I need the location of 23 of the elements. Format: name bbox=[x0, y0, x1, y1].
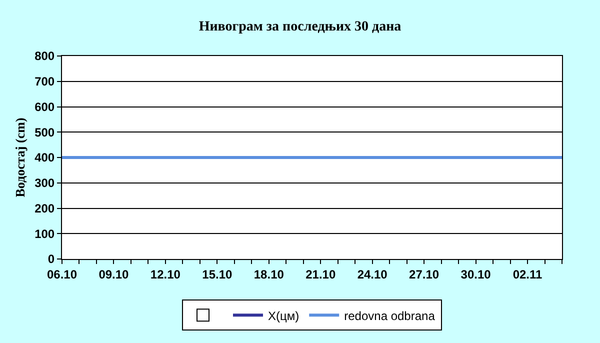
y-tick-label: 0 bbox=[48, 252, 55, 266]
x-tick-label: 02.11 bbox=[512, 267, 543, 282]
y-tick-label: 600 bbox=[34, 100, 55, 114]
legend-label: redovna odbrana bbox=[344, 308, 436, 323]
y-tick-label: 700 bbox=[34, 74, 55, 89]
y-tick-label: 800 bbox=[34, 49, 55, 64]
x-tick-label: 18.10 bbox=[254, 267, 284, 282]
y-axis-title: Водостај (cm) bbox=[12, 118, 28, 198]
legend-label: X(цм) bbox=[268, 308, 300, 323]
x-tick-label: 30.10 bbox=[460, 267, 492, 282]
x-tick-label: 15.10 bbox=[202, 267, 233, 282]
y-tick-label: 100 bbox=[34, 226, 55, 241]
y-tick-label: 500 bbox=[34, 125, 55, 140]
y-tick-label: 400 bbox=[34, 150, 55, 165]
y-tick-label: 300 bbox=[34, 176, 55, 190]
y-tick-label: 200 bbox=[34, 201, 55, 216]
x-tick-label: 24.10 bbox=[357, 267, 388, 282]
x-tick-label: 21.10 bbox=[306, 267, 336, 282]
x-tick-label: 06.10 bbox=[46, 267, 78, 282]
x-tick-label: 12.10 bbox=[150, 267, 181, 282]
x-tick-label: 27.10 bbox=[409, 267, 440, 282]
chart-title: Нивограм за последњих 30 дана bbox=[198, 19, 402, 34]
x-tick-label: 09.10 bbox=[98, 267, 130, 282]
